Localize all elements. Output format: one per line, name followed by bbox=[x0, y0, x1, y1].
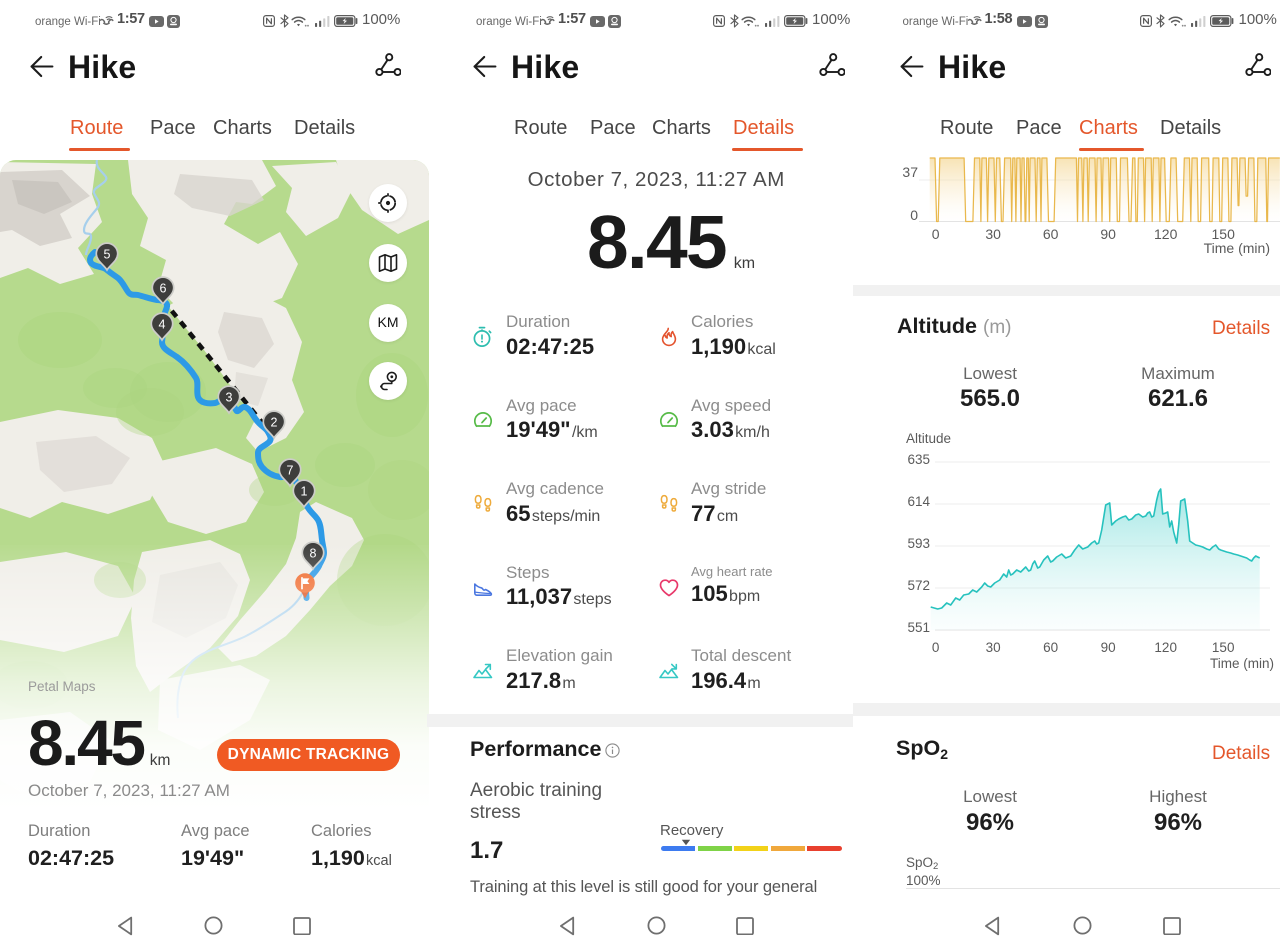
svg-text:6: 6 bbox=[160, 282, 167, 296]
svg-text:2: 2 bbox=[271, 416, 278, 430]
svg-text:5: 5 bbox=[104, 248, 111, 262]
svg-text:3: 3 bbox=[226, 391, 233, 405]
svg-text:4: 4 bbox=[159, 318, 166, 332]
svg-text:1: 1 bbox=[301, 485, 308, 499]
svg-text:7: 7 bbox=[287, 464, 294, 478]
